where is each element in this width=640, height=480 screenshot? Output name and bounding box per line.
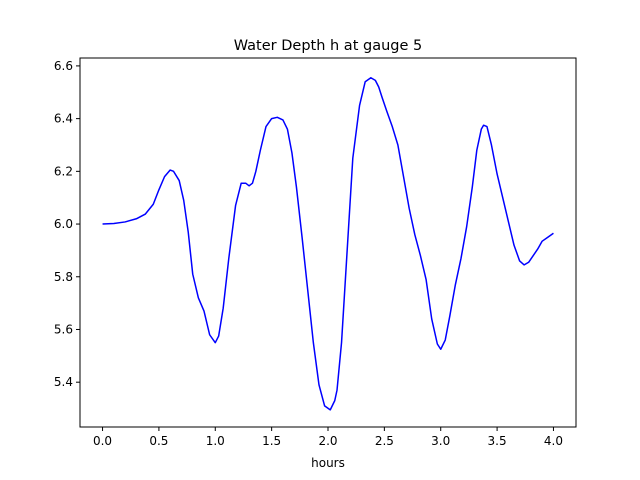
- y-tick-label: 6.6: [54, 59, 73, 73]
- y-tick-label: 5.4: [54, 375, 73, 389]
- plot-area: [102, 77, 554, 411]
- x-tick-label: 3.5: [488, 434, 507, 448]
- x-axis: 0.0 0.5 1.0 1.5 2.0 2.5 3.0 3.5 4.0: [93, 427, 563, 448]
- chart-title: Water Depth h at gauge 5: [234, 38, 422, 54]
- x-tick-label: 0.0: [93, 434, 112, 448]
- x-tick-label: 3.0: [431, 434, 450, 448]
- x-tick-label: 1.5: [262, 434, 281, 448]
- x-tick-label: 2.0: [318, 434, 337, 448]
- y-axis: 5.4 5.6 5.8 6.0 6.2 6.4 6.6: [54, 59, 80, 389]
- y-tick-label: 5.6: [54, 322, 73, 336]
- x-tick-label: 1.0: [206, 434, 225, 448]
- x-tick-label: 4.0: [544, 434, 563, 448]
- series-line-0: [102, 77, 554, 411]
- x-tick-label: 2.5: [375, 434, 394, 448]
- y-tick-label: 6.0: [54, 217, 73, 231]
- y-tick-label: 6.2: [54, 164, 73, 178]
- x-tick-label: 0.5: [149, 434, 168, 448]
- y-tick-label: 6.4: [54, 112, 73, 126]
- y-tick-label: 5.8: [54, 270, 73, 284]
- x-axis-label: hours: [311, 456, 345, 470]
